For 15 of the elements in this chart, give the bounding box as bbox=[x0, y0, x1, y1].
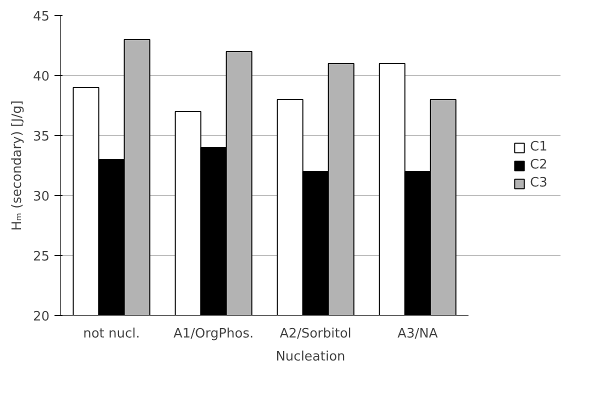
y-tick-label: 45 bbox=[32, 10, 50, 24]
legend-label: C1 bbox=[530, 140, 548, 154]
y-tick-label: 40 bbox=[32, 70, 50, 84]
y-tick-label: 35 bbox=[32, 130, 50, 144]
y-tick-label: 20 bbox=[32, 310, 50, 324]
y-tick-label: 25 bbox=[32, 250, 50, 264]
y-axis-title: Hₘ (secondary) [J/g] bbox=[10, 100, 25, 231]
x-tick-label: not nucl. bbox=[83, 326, 140, 342]
legend-label: C2 bbox=[530, 158, 548, 172]
x-tick-label: A1/OrgPhos. bbox=[174, 326, 254, 342]
x-tick-label: A3/NA bbox=[398, 326, 438, 342]
x-tick-label: A2/Sorbitol bbox=[280, 326, 352, 342]
x-axis-title: Nucleation bbox=[276, 350, 346, 364]
legend-label: C3 bbox=[530, 176, 548, 190]
y-tick-label: 30 bbox=[32, 190, 50, 204]
